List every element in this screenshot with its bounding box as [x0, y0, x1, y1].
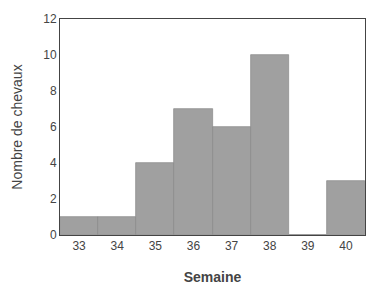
svg-text:40: 40	[339, 239, 353, 253]
svg-text:34: 34	[111, 239, 125, 253]
svg-text:39: 39	[301, 239, 315, 253]
svg-text:10: 10	[43, 48, 57, 62]
svg-text:6: 6	[50, 120, 57, 134]
svg-text:0: 0	[50, 228, 57, 242]
svg-text:Nombre de chevaux: Nombre de chevaux	[9, 64, 25, 189]
svg-text:Semaine: Semaine	[184, 269, 242, 285]
svg-text:8: 8	[50, 84, 57, 98]
svg-text:33: 33	[72, 239, 86, 253]
svg-text:2: 2	[50, 192, 57, 206]
svg-text:12: 12	[43, 12, 57, 26]
svg-text:38: 38	[263, 239, 277, 253]
svg-text:37: 37	[225, 239, 239, 253]
svg-text:36: 36	[187, 239, 201, 253]
svg-text:35: 35	[149, 239, 163, 253]
svg-text:4: 4	[50, 156, 57, 170]
